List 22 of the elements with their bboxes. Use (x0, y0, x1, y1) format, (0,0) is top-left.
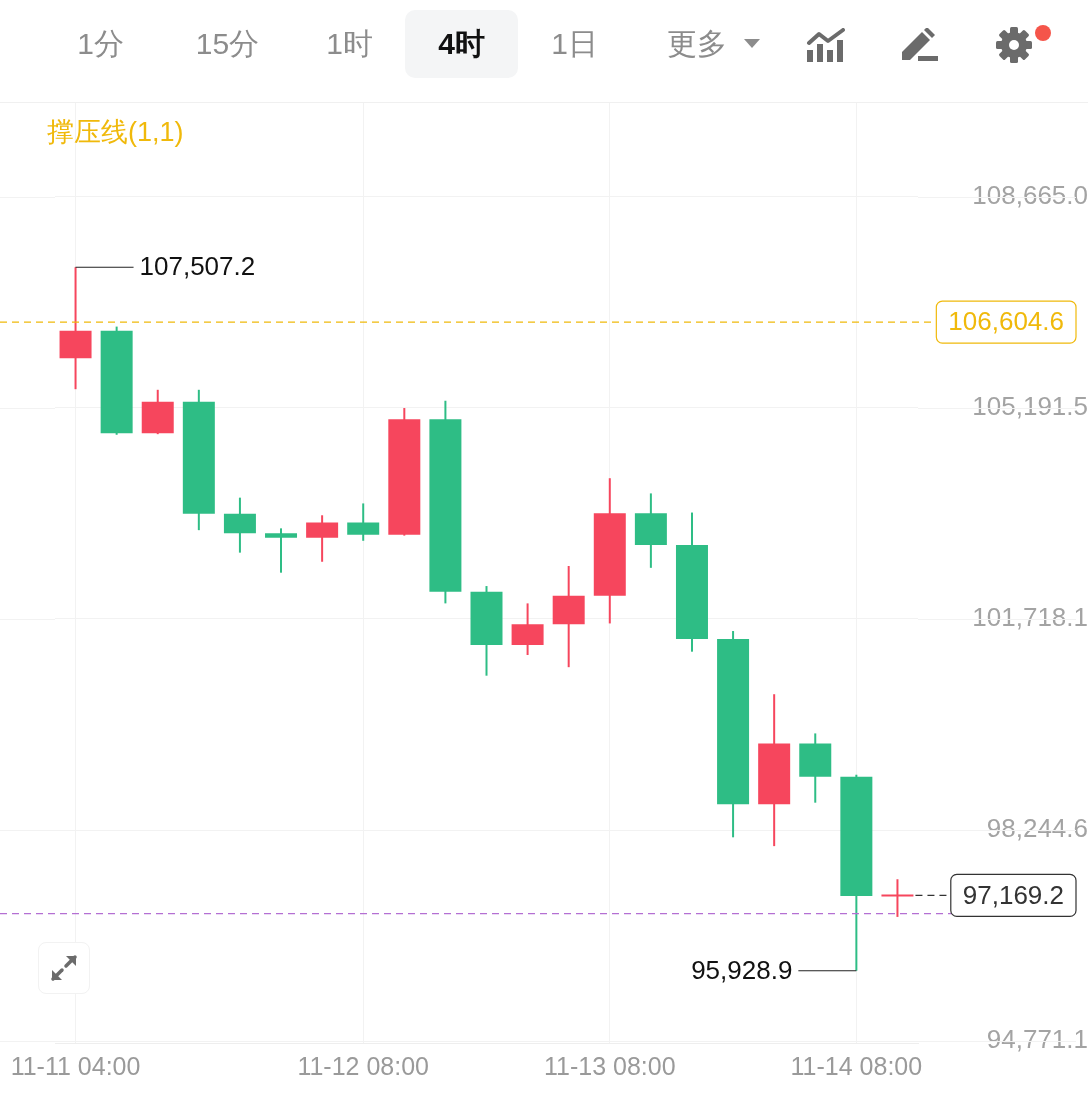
x-tick-label: 11-12 08:00 (297, 1051, 430, 1080)
text: 4时 (438, 25, 485, 62)
ref-line-label: 97,169.2 (962, 879, 1065, 910)
ref-line-label: 106,604.6 (948, 306, 1064, 337)
x-tick-label: 11-11 04:00 (10, 1051, 141, 1080)
text: 15分 (195, 25, 260, 62)
annotation: 撑压线(1,1) (47, 117, 184, 148)
text: 1时 (326, 25, 373, 62)
y-tick-label: 108,665.0 (972, 180, 1088, 211)
text: 1日 (551, 25, 598, 62)
candlestick (881, 879, 914, 917)
annotation: 95,928.9 (691, 954, 793, 985)
text: 1分 (77, 25, 124, 62)
annotation: 107,507.2 (139, 251, 256, 282)
candlestick (265, 528, 298, 573)
y-tick-label: 98,244.6 (986, 813, 1088, 844)
x-tick-label: 11-13 08:00 (543, 1051, 676, 1080)
text: 更多 (666, 25, 727, 62)
y-tick-label: 94,771.1 (986, 1024, 1088, 1055)
x-tick-label: 11-14 08:00 (790, 1051, 923, 1080)
y-tick-label: 101,718.1 (972, 602, 1088, 633)
y-tick-label: 105,191.5 (972, 391, 1088, 422)
